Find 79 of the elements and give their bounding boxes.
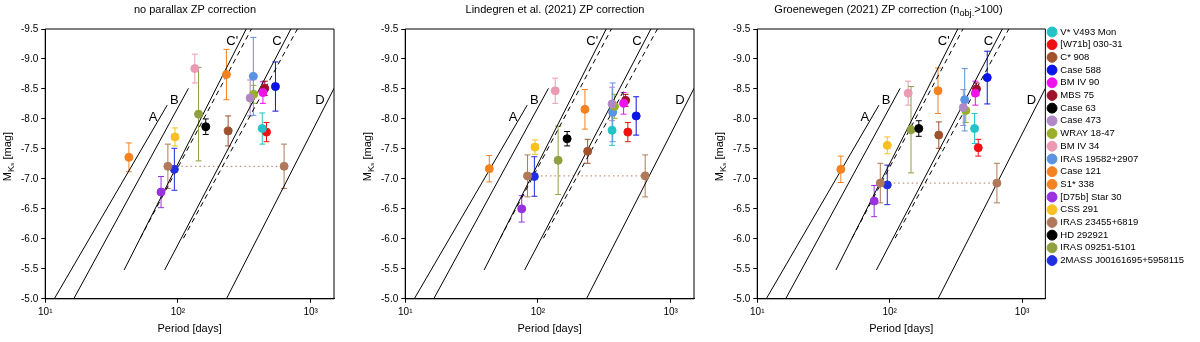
legend-label: V* V493 Mon [1060,25,1117,37]
y-tick-label: -9.0 [381,52,399,64]
legend-label: CSS 291 [1060,203,1099,215]
y-tick-label: -7.0 [733,172,751,184]
series-label: B [881,91,891,107]
legend-label: MBS 75 [1060,89,1095,101]
x-tick-label: 10¹ [38,305,54,317]
legend-label: BM IV 90 [1060,76,1100,88]
y-tick-label: -9.5 [381,22,399,34]
x-tick-label: 10² [530,305,546,317]
legend-label: 2MASS J00161695+5958115 [1060,254,1185,266]
series-label: B [530,91,539,107]
x-tick-label: 10² [170,305,186,317]
series-label: A [508,108,518,124]
y-tick-label: -6.0 [733,232,751,244]
chart-title: Groenewegen (2021) ZP correction (n$_{obj.}$>100) [773,3,1004,19]
legend-label: [D75b] Star 30 [1060,190,1122,202]
legend-label: Case 473 [1060,114,1101,126]
y-tick-label: -5.5 [733,262,751,274]
y-tick-label: -8.0 [733,112,751,124]
series-label: C [272,32,282,48]
y-tick-label: -7.5 [21,142,39,154]
y-tick-label: -8.0 [381,112,399,124]
x-tick-label: 10² [882,305,898,317]
x-tick-label: 10³ [1014,305,1030,317]
x-tick-label: 10³ [663,305,679,317]
y-tick-label: -7.5 [381,142,399,154]
x-tick-label: 10¹ [750,305,766,317]
series-label: A [148,108,158,124]
series-label: A [860,108,870,124]
y-tick-label: -9.0 [733,52,751,64]
y-tick-label: -8.0 [21,112,39,124]
y-tick-label: -5.5 [21,262,39,274]
legend-label: HD 292921 [1060,228,1109,240]
legend-label: [W71b] 030-31 [1060,38,1123,50]
series-label: B [170,91,179,107]
y-tick-label: -9.0 [21,52,39,64]
y-tick-label: -5.0 [21,292,39,304]
legend-label: C* 908 [1060,50,1090,62]
y-tick-label: -7.5 [733,142,751,154]
series-label: D [315,91,325,107]
y-tick-label: -6.5 [21,202,39,214]
legend-label: WRAY 18-47 [1060,127,1115,139]
y-tick-label: -8.5 [21,82,39,94]
series-label: C' [586,32,599,48]
series-label: D [675,91,685,107]
y-tick-label: -6.5 [733,202,751,214]
legend-label: S1* 338 [1060,177,1095,189]
chart-title: no parallax ZP correction [132,3,258,15]
y-tick-label: -7.0 [21,172,39,184]
x-tick-label: 10¹ [398,305,414,317]
y-tick-label: -6.0 [381,232,399,244]
y-tick-label: -5.0 [733,292,751,304]
y-tick-label: -9.5 [733,22,751,34]
y-tick-label: -9.5 [21,22,39,34]
series-label: C [983,32,994,48]
legend-label: Case 121 [1060,165,1101,177]
series-label: C' [226,32,239,48]
series-label: C' [937,32,950,48]
chart-title: Lindegren et al. (2021) ZP correction [464,3,646,15]
x-axis-title: Period [days] [517,322,582,335]
x-tick-label: 10³ [303,305,319,317]
y-tick-label: -7.0 [381,172,399,184]
x-axis-title: Period [days] [157,322,222,335]
x-axis-title: Period [days] [869,322,934,335]
y-tick-label: -8.5 [381,82,399,94]
y-tick-label: -8.5 [733,82,751,94]
y-tick-label: -5.0 [381,292,399,304]
y-tick-label: -6.0 [21,232,39,244]
series-label: C [632,32,642,48]
legend-label: IRAS 19582+2907 [1060,152,1139,164]
legend-label: BM IV 34 [1060,139,1100,151]
y-tick-label: -6.5 [381,202,399,214]
legend-label: IRAS 23455+6819 [1060,216,1139,228]
legend-label: Case 588 [1060,63,1101,75]
legend-label: Case 63 [1060,101,1096,113]
legend-label: IRAS 09251-5101 [1060,241,1136,253]
series-label: D [1026,91,1037,107]
y-tick-label: -5.5 [381,262,399,274]
